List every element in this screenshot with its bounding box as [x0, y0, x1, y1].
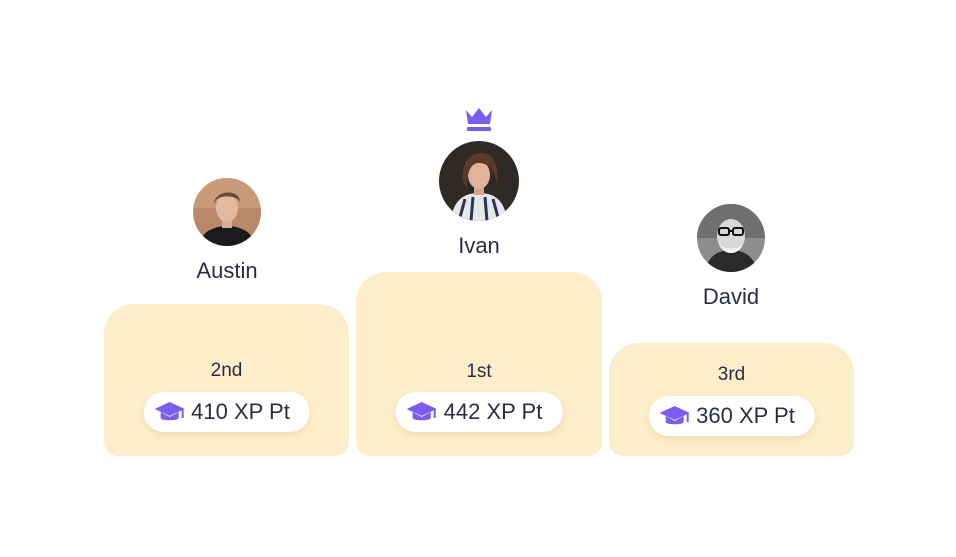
podium-third: 3rd 360 XP Pt [609, 343, 854, 456]
podium-first: 1st 442 XP Pt [356, 272, 602, 456]
graduation-cap-icon [659, 406, 690, 425]
avatar [697, 204, 765, 272]
player-name: David [702, 284, 760, 309]
player-name: Ivan [458, 233, 500, 258]
graduation-cap-icon [406, 402, 437, 421]
player-third[interactable]: David [681, 204, 781, 310]
rank-label: 3rd [717, 364, 746, 385]
graduation-cap-icon [154, 402, 185, 421]
player-second[interactable]: Austin [177, 178, 277, 284]
player-name: Austin [196, 258, 258, 283]
avatar [439, 141, 519, 221]
score-badge: 360 XP Pt [648, 396, 815, 436]
score-value: 442 XP Pt [443, 399, 543, 424]
avatar [193, 178, 261, 246]
rank-label: 1st [466, 361, 492, 382]
score-badge: 442 XP Pt [395, 392, 563, 432]
score-value: 360 XP Pt [696, 403, 795, 428]
podium-second: 2nd 410 XP Pt [104, 304, 349, 456]
score-badge: 410 XP Pt [143, 392, 310, 432]
rank-label: 2nd [210, 360, 243, 381]
player-first[interactable]: Ivan [429, 141, 529, 259]
crown-icon [466, 108, 492, 131]
score-value: 410 XP Pt [191, 399, 290, 424]
